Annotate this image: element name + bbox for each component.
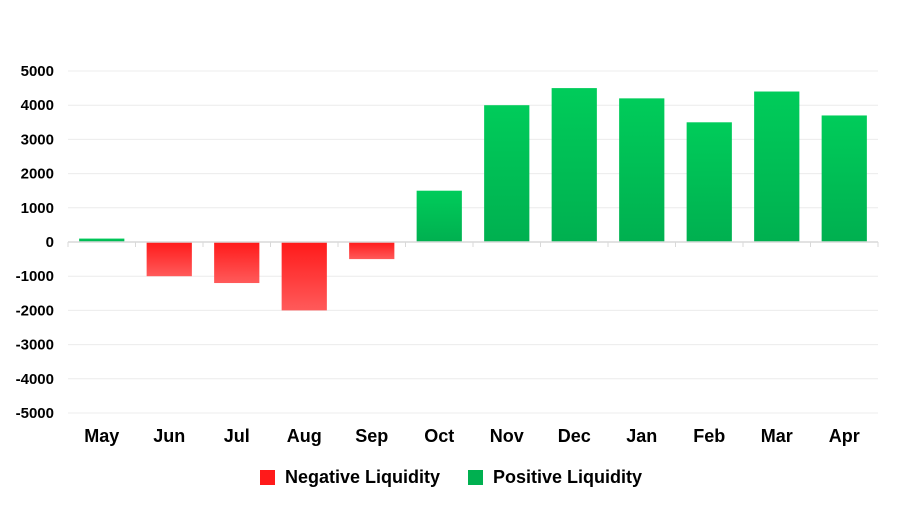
y-tick-label: 2000: [21, 166, 54, 183]
bar-oct: [416, 190, 462, 242]
y-tick-label: -1000: [16, 268, 54, 285]
legend: Negative Liquidity Positive Liquidity: [0, 464, 902, 490]
y-tick-label: 4000: [21, 97, 54, 114]
legend-label-positive: Positive Liquidity: [493, 466, 643, 487]
x-tick-label: Jan: [626, 426, 657, 446]
x-tick-label: Feb: [693, 426, 725, 446]
bar-may: [79, 238, 125, 242]
gridlines: [68, 70, 878, 414]
zero-axis: [67, 241, 879, 247]
x-tick-label: Jun: [153, 426, 185, 446]
bar-feb: [686, 122, 732, 242]
bar-jan: [619, 98, 665, 242]
legend-item-positive: Positive Liquidity: [468, 467, 642, 488]
bars: [79, 88, 867, 311]
liquidity-bar-chart: 5000 4000 3000 2000 1000 0 -1000 -2000 -3000 -400…: [16, 63, 879, 446]
y-tick-label: -3000: [16, 337, 54, 354]
x-tick-label: Aug: [287, 426, 322, 446]
y-tick-label: 3000: [21, 131, 54, 148]
x-tick-label: Dec: [558, 426, 591, 446]
bar-aug: [281, 242, 327, 311]
legend-swatch-positive: [468, 469, 483, 485]
y-tick-label: 1000: [21, 200, 54, 217]
y-tick-label: 5000: [21, 63, 54, 80]
bar-sep: [349, 242, 395, 260]
y-tick-label: -2000: [16, 302, 54, 319]
x-tick-label: Nov: [490, 426, 524, 446]
legend-swatch-negative: [259, 469, 275, 485]
x-tick-label: Sep: [355, 426, 388, 446]
legend-label-negative: Negative Liquidity: [284, 466, 440, 487]
legend-item-negative: Negative Liquidity: [259, 466, 440, 488]
y-tick-label: 0: [46, 234, 54, 251]
x-tick-label: Apr: [829, 426, 860, 446]
x-tick-label: Jul: [224, 426, 250, 446]
y-axis-tick-labels: 5000 4000 3000 2000 1000 0 -1000 -2000 -3000 -400…: [16, 63, 54, 422]
x-tick-label: Oct: [424, 426, 454, 446]
y-tick-label: -4000: [16, 371, 54, 388]
bar-jul: [214, 242, 260, 284]
bar-apr: [821, 115, 867, 242]
x-axis-category-labels: May Jun Jul Aug Sep Oct Nov Dec Jan Feb Mar Apr: [84, 426, 860, 446]
y-tick-label: -5000: [16, 405, 54, 422]
bar-jun: [146, 242, 192, 277]
bar-dec: [551, 88, 597, 242]
bar-mar: [754, 91, 800, 243]
bar-nov: [484, 105, 530, 242]
x-tick-label: May: [84, 426, 119, 446]
x-tick-label: Mar: [761, 426, 793, 446]
